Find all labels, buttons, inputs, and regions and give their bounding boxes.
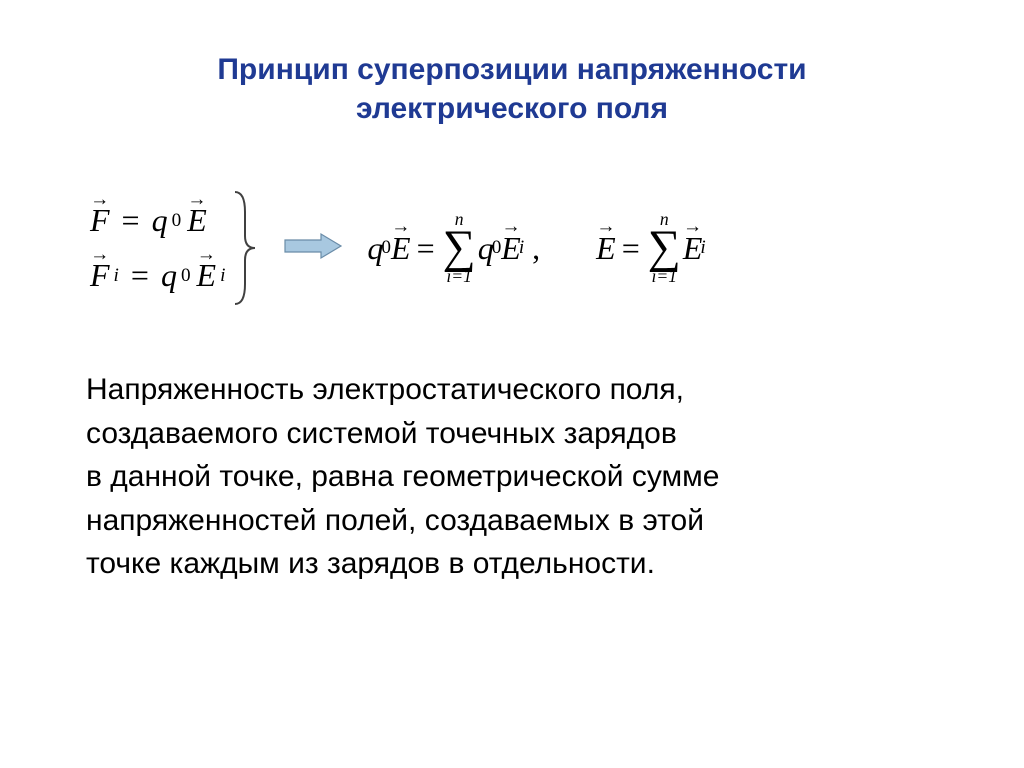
subscript-0: 0 — [492, 237, 502, 259]
sigma-lower-i1: i=1 — [652, 268, 678, 286]
arrow-icon — [283, 231, 343, 261]
subscript-i-f: i — [114, 265, 119, 287]
equals-sign: = — [125, 257, 155, 294]
para-line-5: точке каждым из зарядов в отдельности. — [86, 547, 655, 580]
arrow-polygon — [285, 234, 341, 258]
sigma-symbol: ∑ — [648, 228, 681, 267]
sigma-symbol: ∑ — [443, 228, 476, 267]
sigma-operator: n ∑ i=1 — [443, 211, 476, 286]
vector-e: E — [187, 202, 207, 239]
sigma-operator: n ∑ i=1 — [648, 211, 681, 286]
vector-f: F — [90, 202, 110, 239]
title-line-2: электрического поля — [356, 92, 668, 125]
para-line-1: Напряженность электростатического поля, — [86, 373, 684, 406]
para-line-3: в данной точке, равна геометрической сум… — [86, 460, 719, 493]
right-brace-icon — [229, 188, 259, 308]
variable-q: q — [152, 202, 168, 239]
slide-title: Принцип суперпозиции напряженности элект… — [80, 50, 944, 128]
left-equation-block: F = q0 E Fi = q0 Ei — [90, 188, 259, 308]
vector-ei: E — [197, 257, 217, 294]
vector-ei: E — [683, 230, 703, 267]
vector-ei: E — [501, 230, 521, 267]
subscript-0: 0 — [381, 237, 391, 259]
subscript-0: 0 — [172, 210, 182, 232]
comma: , — [524, 230, 540, 267]
subscript-i-e: i — [220, 265, 225, 287]
equation-e-eq-sum-ei: E = n ∑ i=1 Ei — [596, 211, 706, 286]
vector-fi: F — [90, 257, 110, 294]
equation-fi-eq-q0ei: Fi = q0 Ei — [90, 257, 225, 294]
equals-sign: = — [411, 230, 441, 267]
left-equations: F = q0 E Fi = q0 Ei — [90, 202, 225, 294]
vector-e: E — [391, 230, 411, 267]
variable-q: q — [161, 257, 177, 294]
formula-row: F = q0 E Fi = q0 Ei — [90, 188, 944, 308]
subscript-0: 0 — [181, 265, 191, 287]
equation-f-eq-q0e: F = q0 E — [90, 202, 225, 239]
para-line-4: напряженностей полей, создаваемых в этой — [86, 504, 704, 537]
sigma-lower-i1: i=1 — [446, 268, 472, 286]
vector-e: E — [596, 230, 616, 267]
equals-sign: = — [116, 202, 146, 239]
para-line-2: создаваемого системой точечных зарядов — [86, 417, 677, 450]
equals-sign: = — [616, 230, 646, 267]
brace-path — [235, 192, 255, 304]
definition-paragraph: Напряженность электростатического поля, … — [86, 368, 924, 586]
equation-sum-q0ei: q0 E = n ∑ i=1 q0 Ei , — [367, 211, 540, 286]
slide: Принцип суперпозиции напряженности элект… — [0, 0, 1024, 768]
implies-arrow — [283, 231, 343, 266]
title-line-1: Принцип суперпозиции напряженности — [217, 53, 806, 86]
